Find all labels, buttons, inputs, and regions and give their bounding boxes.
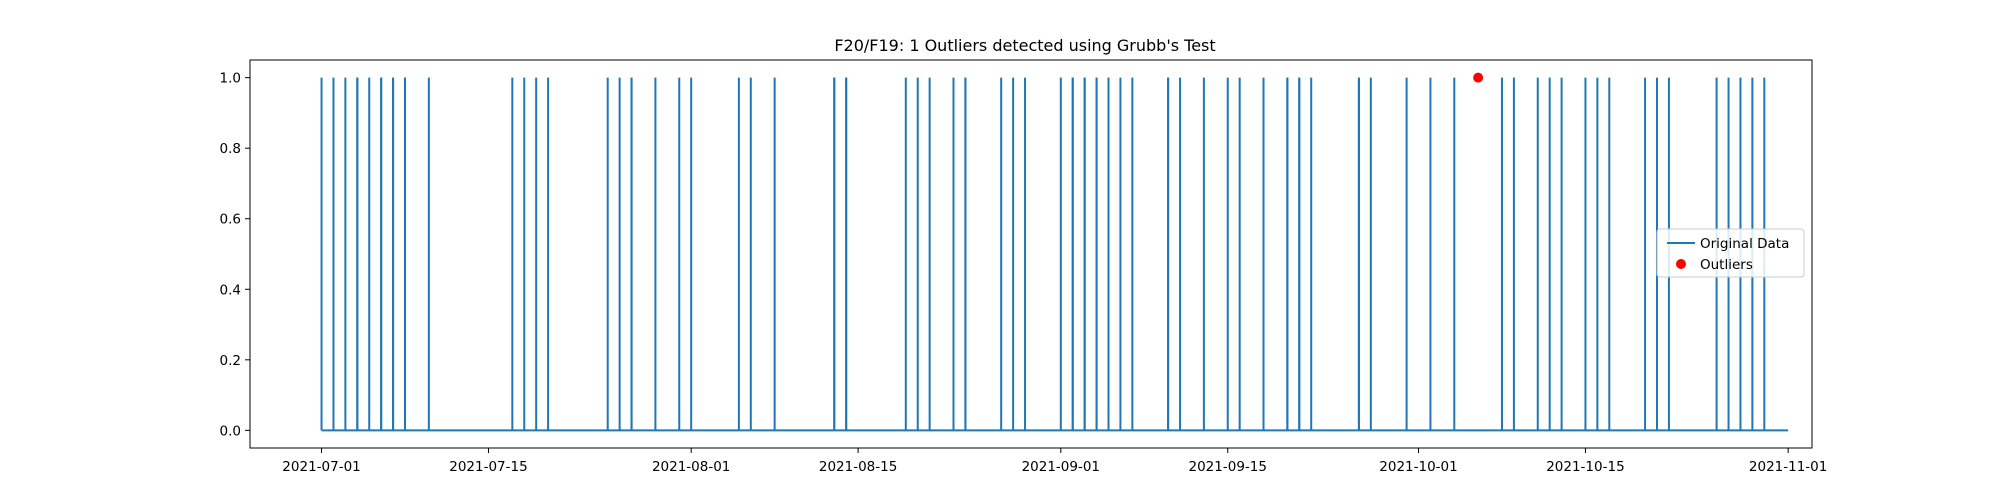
y-axis: 0.0 0.2 0.4 0.6 0.8 1.0 — [220, 71, 250, 439]
legend-box — [1656, 228, 1805, 278]
y-tick-label: 0.0 — [220, 423, 241, 439]
legend-label-original: Original Data — [1700, 236, 1789, 252]
x-tick-label: 2021-09-15 — [1189, 459, 1267, 475]
x-tick-label: 2021-10-15 — [1546, 459, 1624, 475]
series-layer — [320, 72, 1789, 432]
legend-label-outliers: Outliers — [1700, 257, 1753, 273]
y-tick-label: 0.2 — [220, 353, 241, 369]
x-tick-label: 2021-07-01 — [282, 459, 360, 475]
y-tick-label: 0.4 — [220, 282, 241, 298]
y-tick-label: 0.6 — [220, 212, 241, 228]
chart-title: F20/F19: 1 Outliers detected using Grubb… — [834, 36, 1215, 55]
legend: Original Data Outliers — [1656, 228, 1805, 278]
x-tick-label: 2021-09-01 — [1022, 459, 1100, 475]
x-axis: 2021-07-01 2021-07-15 2021-08-01 2021-08-15… — [282, 448, 1827, 475]
legend-marker-swatch — [1676, 259, 1686, 269]
x-tick-label: 2021-08-01 — [652, 459, 730, 475]
x-tick-label: 2021-08-15 — [819, 459, 897, 475]
x-tick-label: 2021-11-01 — [1749, 459, 1827, 475]
y-tick-label: 1.0 — [220, 71, 241, 87]
y-tick-label: 0.8 — [220, 141, 241, 157]
plot-frame — [249, 59, 1813, 449]
x-tick-label: 2021-07-15 — [449, 459, 527, 475]
outlier-point — [1473, 72, 1484, 83]
x-tick-label: 2021-10-01 — [1379, 459, 1457, 475]
